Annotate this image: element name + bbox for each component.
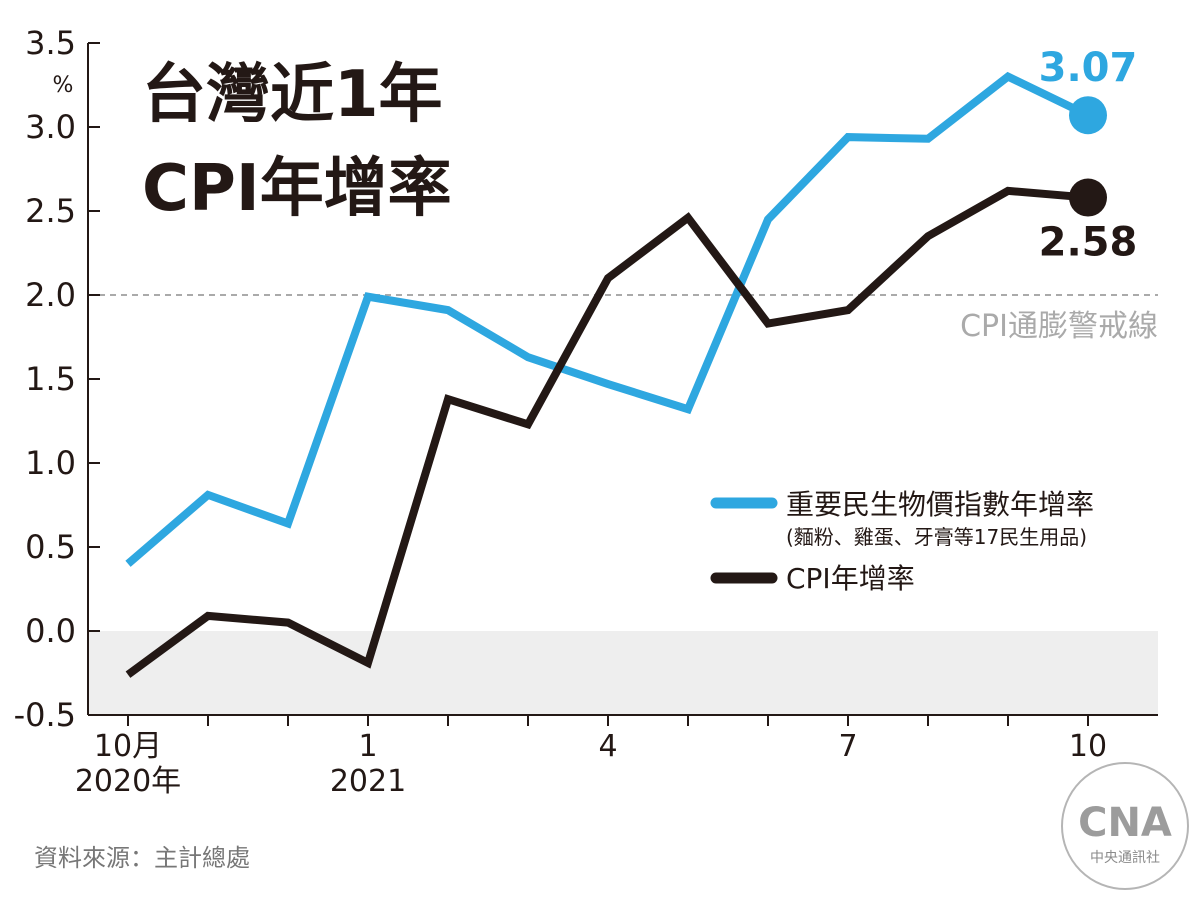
series-line-1: [125, 186, 1089, 678]
legend: 重要民生物價指數年增率 (麵粉、雞蛋、牙膏等17民生用品) CPI年增率: [710, 488, 1094, 595]
y-tick-label: 1.5: [25, 360, 76, 398]
y-tick-label: 0.0: [25, 612, 76, 650]
source-note: 資料來源：主計總處: [34, 844, 250, 872]
series-end-marker-1: [1069, 178, 1107, 217]
series-end-marker-0: [1069, 96, 1107, 135]
y-tick-label: 1.0: [25, 444, 76, 482]
y-tick-label: 3.5: [25, 24, 76, 62]
series-line-0: [125, 71, 1090, 567]
negative-region-band: [88, 631, 1158, 715]
legend-label-price-index: 重要民生物價指數年增率: [786, 488, 1094, 521]
chart-title-line-1: 台灣近1年: [142, 58, 443, 132]
y-unit-label: %: [53, 73, 74, 98]
series-end-label-1: 2.58: [1039, 220, 1138, 266]
x-tick-label: 1: [358, 729, 377, 764]
x-tick-label: 10月: [94, 729, 162, 764]
series-layer: 3.07 2.58: [125, 45, 1138, 678]
cna-logo: CNA 中央通訊社: [1061, 762, 1189, 890]
y-tick-label: 0.5: [25, 528, 76, 566]
legend-sublabel-price-index: (麵粉、雞蛋、牙膏等17民生用品): [786, 525, 1087, 549]
logo-letters: CNA: [1078, 800, 1172, 846]
x-tick-label: 10: [1069, 729, 1107, 764]
chart-title-line-2: CPI年增率: [142, 152, 452, 226]
series-end-label-0: 3.07: [1039, 45, 1138, 91]
y-tick-label: 3.0: [25, 108, 76, 146]
y-tick-label: 2.5: [25, 192, 76, 230]
x-tick-label-year: 2021: [330, 764, 406, 799]
y-tick-label: -0.5: [14, 696, 76, 734]
reference-line-label: CPI通膨警戒線: [960, 309, 1158, 344]
legend-label-cpi: CPI年增率: [786, 562, 915, 595]
x-tick-label-year: 2020年: [75, 764, 181, 799]
y-tick-label: 2.0: [25, 276, 76, 314]
logo-caption: 中央通訊社: [1090, 850, 1160, 866]
x-tick-label: 4: [598, 729, 617, 764]
x-tick-label: 7: [838, 729, 857, 764]
